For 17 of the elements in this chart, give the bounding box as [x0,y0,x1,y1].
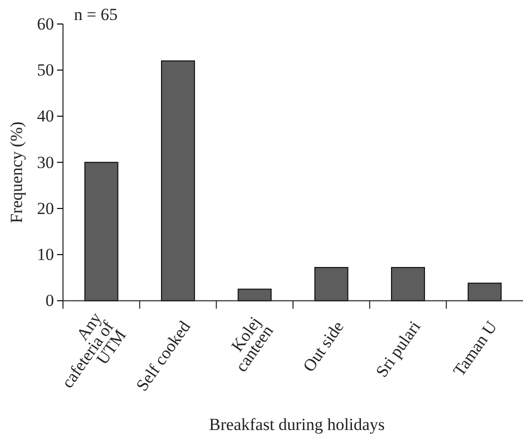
bar [391,266,425,302]
y-tick-label: 60 [37,14,54,34]
annotation: n = 65 [74,5,118,24]
y-tick-label: 50 [37,60,54,80]
y-tick-label: 10 [37,245,54,264]
y-tick-label: 0 [46,291,54,310]
x-axis-title: Breakfast during holidays [209,415,385,434]
x-tick-label: Out side [299,318,348,376]
bar [84,162,118,302]
y-tick-label: 40 [37,106,54,126]
bar [161,60,195,302]
y-axis-title: Frequency (%) [7,122,26,224]
y-tick-label: 20 [37,198,54,218]
bar [238,288,272,302]
y-tick-label: 30 [37,152,54,172]
bar [468,282,502,302]
bar [314,266,348,302]
